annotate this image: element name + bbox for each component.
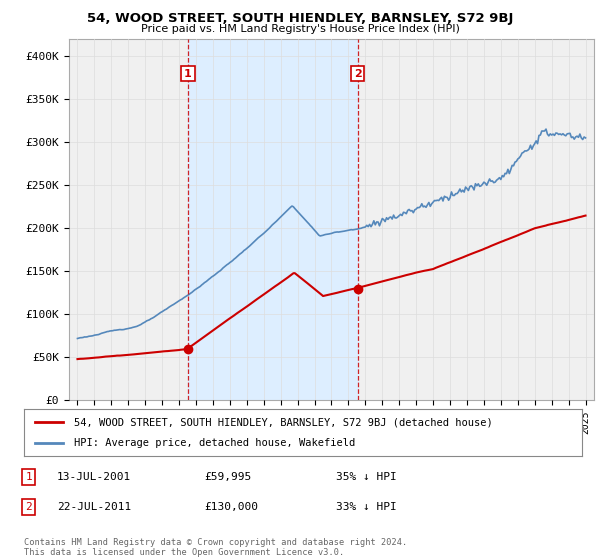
Text: Price paid vs. HM Land Registry's House Price Index (HPI): Price paid vs. HM Land Registry's House … [140, 24, 460, 34]
Bar [188, 39, 358, 400]
Text: 22-JUL-2011: 22-JUL-2011 [57, 502, 131, 512]
Text: 54, WOOD STREET, SOUTH HIENDLEY, BARNSLEY, S72 9BJ (detached house): 54, WOOD STREET, SOUTH HIENDLEY, BARNSLE… [74, 417, 493, 427]
Text: 35% ↓ HPI: 35% ↓ HPI [336, 472, 397, 482]
Text: 54, WOOD STREET, SOUTH HIENDLEY, BARNSLEY, S72 9BJ: 54, WOOD STREET, SOUTH HIENDLEY, BARNSLE… [87, 12, 513, 25]
Text: Contains HM Land Registry data © Crown copyright and database right 2024.
This d: Contains HM Land Registry data © Crown c… [24, 538, 407, 557]
Text: 13-JUL-2001: 13-JUL-2001 [57, 472, 131, 482]
Text: 33% ↓ HPI: 33% ↓ HPI [336, 502, 397, 512]
Text: 2: 2 [25, 502, 32, 512]
Text: £59,995: £59,995 [204, 472, 251, 482]
Text: 1: 1 [25, 472, 32, 482]
Text: 1: 1 [184, 69, 192, 78]
Text: £130,000: £130,000 [204, 502, 258, 512]
Text: 2: 2 [354, 69, 362, 78]
Text: HPI: Average price, detached house, Wakefield: HPI: Average price, detached house, Wake… [74, 438, 355, 448]
